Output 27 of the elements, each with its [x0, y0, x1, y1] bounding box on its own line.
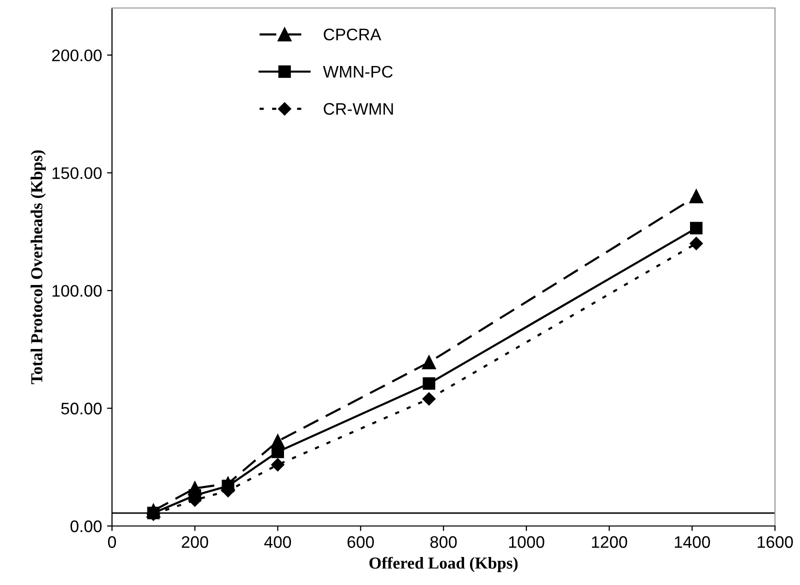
- x-tick-label: 1600: [758, 536, 793, 548]
- x-tick-label: 0: [108, 536, 116, 548]
- point: [422, 392, 436, 406]
- point: [689, 189, 704, 204]
- y-tick-label: 150.00: [52, 167, 102, 180]
- x-tick-label: 200: [182, 536, 208, 548]
- point: [271, 458, 284, 472]
- point: [422, 355, 436, 370]
- point: [272, 446, 284, 458]
- point: [690, 222, 703, 234]
- legend-label: CR-WMN: [324, 103, 393, 115]
- x-tick-label: 1400: [674, 536, 710, 548]
- x-tick-label: 1200: [592, 536, 628, 548]
- y-axis-title: Total Protocol Overheads (Kbps): [30, 150, 46, 384]
- x-tick-label: 800: [430, 536, 457, 548]
- point: [422, 377, 436, 390]
- y-tick-label: 200.00: [52, 49, 102, 62]
- y-tick-label: 100.00: [52, 284, 102, 297]
- legend-label: WMN-PC: [323, 66, 393, 78]
- x-axis-title: Offered Load (Kbps): [369, 556, 518, 572]
- y-tick-label: 0.00: [70, 520, 102, 532]
- y-tick-label: 50.00: [61, 402, 102, 414]
- x-tick-label: 600: [348, 536, 374, 548]
- x-tick-label: 1000: [509, 536, 544, 548]
- point: [690, 236, 703, 250]
- legend-label: CPCRA: [324, 28, 382, 40]
- x-tick-label: 400: [264, 536, 292, 548]
